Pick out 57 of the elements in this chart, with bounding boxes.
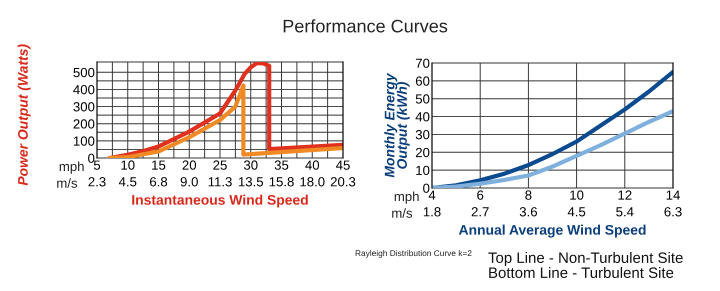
x2-tick-label: 2.7 xyxy=(472,207,489,216)
chart-title: Performance Curves xyxy=(284,19,448,32)
text: Rayleigh Distribution Curve k=2 xyxy=(356,250,472,258)
line-series xyxy=(107,62,343,158)
x-tick-label: 35 xyxy=(274,160,288,170)
y-axis-title: Power Output (Watts) xyxy=(18,44,31,186)
x2-tick-label: 4.5 xyxy=(118,177,136,186)
x-tick-label: 45 xyxy=(336,160,350,170)
x-tick-label: 25 xyxy=(213,160,227,170)
y-tick-label: 20 xyxy=(416,148,430,158)
text: m/s xyxy=(392,208,412,218)
text: mph xyxy=(394,191,419,204)
x2-tick-label: 6.8 xyxy=(150,177,168,186)
y-tick-label: 400 xyxy=(73,84,94,94)
text: Bottom Line - Turbulent Site xyxy=(489,267,674,278)
x2-tick-label: 9.0 xyxy=(180,177,198,186)
x-tick-label: 6 xyxy=(477,190,484,200)
line-series xyxy=(107,83,343,158)
x2-tick-label: 13.5 xyxy=(238,177,264,186)
y-tick-label: 300 xyxy=(73,102,94,112)
x2-tick-label: 20.3 xyxy=(330,177,356,186)
text: Top Line - Non-Turbulent Site xyxy=(488,252,683,266)
x-axis-title: Annual Average Wind Speed xyxy=(458,224,646,238)
x2-tick-label: 1.8 xyxy=(424,207,441,216)
y-tick-label: 30 xyxy=(416,130,430,140)
y-tick-label: 0 xyxy=(423,184,430,193)
x2-tick-label: 15.8 xyxy=(270,177,294,186)
x-tick-label: 12 xyxy=(618,190,632,200)
x-tick-label: 4 xyxy=(428,190,436,200)
x2-tick-label: 3.6 xyxy=(520,207,537,216)
x2-tick-label: 18.0 xyxy=(300,177,325,186)
y-tick-label: 200 xyxy=(74,119,94,129)
x2-tick-label: 4.5 xyxy=(568,207,586,216)
x-tick-label: 40 xyxy=(305,160,320,170)
x-tick-label: 8 xyxy=(525,190,532,200)
x-tick-label: 20 xyxy=(182,160,196,170)
x2-tick-label: 5.4 xyxy=(616,207,634,216)
y-tick-label: 40 xyxy=(416,112,430,122)
text: mph xyxy=(60,161,84,174)
x-tick-label: 10 xyxy=(570,190,584,200)
x-tick-label: 14 xyxy=(666,190,680,200)
y-tick-label: 0 xyxy=(88,154,94,163)
x2-tick-label: 11.3 xyxy=(208,177,232,186)
x2-tick-label: 6.3 xyxy=(664,207,682,216)
y-tick-label: 100 xyxy=(74,136,94,146)
y-tick-label: 70 xyxy=(416,58,430,68)
text: m/s xyxy=(57,178,78,188)
x2-tick-label: 2.3 xyxy=(88,177,106,186)
y-tick-label: 500 xyxy=(73,68,94,78)
y-axis-title: Monthly Energy Output (kWh) xyxy=(384,72,410,178)
x-tick-label: 15 xyxy=(152,160,166,170)
y-tick-label: 60 xyxy=(416,76,430,86)
x-tick-label: 5 xyxy=(94,160,100,170)
x-axis-title: Instantaneous Wind Speed xyxy=(132,194,308,208)
y-tick-label: 50 xyxy=(416,94,430,104)
x-tick-label: 10 xyxy=(121,160,135,170)
x-tick-label: 30 xyxy=(244,160,258,170)
